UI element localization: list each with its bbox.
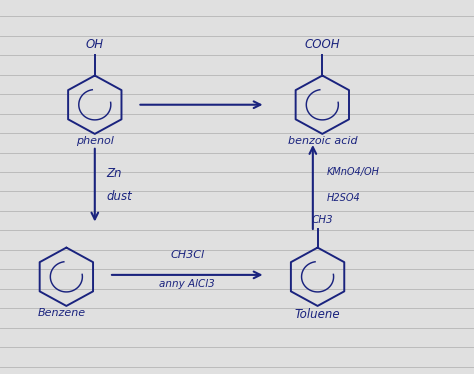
Text: CH3Cl: CH3Cl bbox=[170, 250, 204, 260]
Text: H2SO4: H2SO4 bbox=[327, 193, 361, 203]
Text: Toluene: Toluene bbox=[295, 308, 340, 321]
Text: OH: OH bbox=[86, 38, 104, 51]
Text: benzoic acid: benzoic acid bbox=[288, 137, 357, 146]
Text: anny AlCl3: anny AlCl3 bbox=[159, 279, 215, 289]
Text: COOH: COOH bbox=[304, 38, 340, 51]
Text: KMnO4/OH: KMnO4/OH bbox=[327, 167, 380, 177]
Text: phenol: phenol bbox=[76, 137, 114, 146]
Text: Benzene: Benzene bbox=[37, 308, 86, 318]
Text: Zn: Zn bbox=[107, 168, 122, 180]
Text: CH3: CH3 bbox=[311, 215, 333, 225]
Text: dust: dust bbox=[107, 190, 132, 203]
